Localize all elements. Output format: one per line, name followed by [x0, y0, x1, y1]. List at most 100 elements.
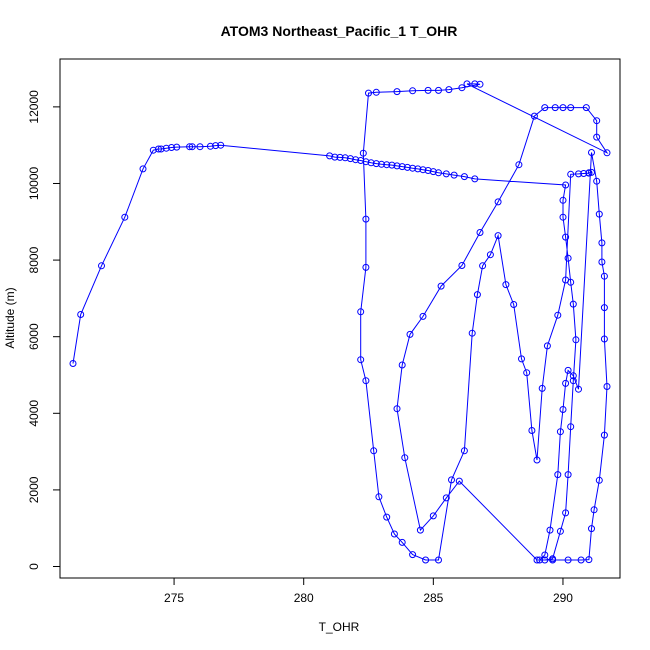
- data-point: [598, 258, 606, 266]
- data-point: [585, 169, 593, 177]
- data-point: [383, 161, 391, 169]
- data-point: [595, 476, 603, 484]
- data-point: [600, 335, 608, 343]
- data-point: [479, 262, 487, 270]
- data-point: [393, 405, 401, 413]
- y-tick-label: 6000: [27, 323, 41, 350]
- data-point: [476, 229, 484, 236]
- data-point: [188, 143, 196, 151]
- data-point: [590, 506, 598, 514]
- data-point: [458, 262, 466, 269]
- data-point: [445, 86, 453, 94]
- data-point: [600, 304, 608, 312]
- data-point: [429, 168, 437, 176]
- data-point: [468, 329, 476, 337]
- data-point: [448, 476, 455, 484]
- data-point: [450, 171, 458, 179]
- y-tick-label: 8000: [27, 246, 41, 273]
- y-tick-label: 2000: [27, 476, 41, 503]
- data-point: [370, 447, 378, 455]
- data-point: [593, 133, 601, 141]
- chart-title: ATOM3 Northeast_Pacific_1 T_OHR: [221, 23, 458, 39]
- data-point: [569, 377, 577, 385]
- data-point: [541, 556, 549, 564]
- data-point: [383, 513, 391, 521]
- data-point: [406, 330, 414, 338]
- data-point: [502, 281, 510, 289]
- data-point: [393, 88, 401, 96]
- data-point: [533, 556, 541, 564]
- data-point: [372, 88, 380, 96]
- data-point: [523, 369, 531, 377]
- data-point: [559, 213, 567, 221]
- data-point: [157, 145, 165, 153]
- data-point: [494, 232, 502, 240]
- data-point: [593, 177, 601, 185]
- data-point: [398, 361, 406, 369]
- data-point: [217, 141, 225, 149]
- data-point: [471, 175, 479, 183]
- data-point: [419, 166, 427, 174]
- data-point: [546, 526, 554, 534]
- data-point: [388, 161, 396, 169]
- y-axis-label: Altitude (m): [3, 287, 17, 348]
- data-point: [424, 167, 432, 174]
- data-point: [562, 181, 570, 189]
- data-point: [559, 196, 567, 204]
- data-point: [378, 160, 385, 168]
- data-point: [359, 149, 367, 157]
- data-point: [77, 311, 85, 318]
- data-point: [600, 431, 608, 439]
- data-point: [401, 454, 409, 462]
- x-axis: 275 280 285 290: [164, 577, 573, 605]
- data-point: [414, 165, 422, 173]
- data-point: [336, 153, 344, 161]
- data-point: [168, 144, 175, 151]
- data-point: [494, 198, 502, 206]
- data-point: [362, 158, 370, 166]
- data-point: [559, 406, 567, 413]
- data-point: [567, 170, 575, 178]
- data-point: [536, 556, 544, 564]
- data-point: [331, 153, 339, 161]
- series-layer: [69, 80, 611, 564]
- data-point: [588, 149, 595, 156]
- data-point: [595, 210, 603, 218]
- data-point: [139, 165, 147, 173]
- x-tick-label: 285: [423, 591, 443, 605]
- data-point: [460, 173, 468, 181]
- data-point: [564, 254, 572, 262]
- data-point: [572, 336, 580, 344]
- data-point: [365, 89, 372, 97]
- data-point: [398, 538, 406, 546]
- data-point: [437, 282, 445, 290]
- data-point: [577, 556, 585, 564]
- data-point: [562, 276, 570, 284]
- data-point: [390, 530, 398, 538]
- data-point: [486, 251, 494, 259]
- data-point: [559, 104, 567, 112]
- data-point: [538, 384, 546, 392]
- data-point: [162, 144, 170, 152]
- data-point: [528, 427, 536, 434]
- data-point: [372, 160, 380, 168]
- data-point: [422, 556, 430, 564]
- data-point: [585, 556, 593, 564]
- data-point: [564, 471, 572, 479]
- data-point: [424, 86, 432, 94]
- data-point: [510, 301, 518, 308]
- data-point: [541, 551, 549, 559]
- data-point: [362, 263, 370, 271]
- data-point: [575, 170, 582, 178]
- data-point: [543, 342, 551, 350]
- data-point: [398, 163, 406, 171]
- data-point: [588, 525, 595, 533]
- data-point: [362, 215, 370, 223]
- data-point: [471, 80, 479, 88]
- data-point: [554, 311, 562, 319]
- data-point: [149, 146, 157, 154]
- data-point: [463, 80, 471, 88]
- y-tick-label: 0: [27, 563, 41, 570]
- x-tick-label: 290: [553, 591, 573, 605]
- data-point: [435, 86, 442, 94]
